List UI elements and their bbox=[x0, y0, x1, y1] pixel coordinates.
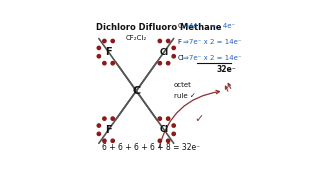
Circle shape bbox=[97, 55, 100, 58]
Text: ⇒7e⁻ x 2 = 14e⁻: ⇒7e⁻ x 2 = 14e⁻ bbox=[183, 39, 242, 45]
Circle shape bbox=[111, 39, 114, 43]
Circle shape bbox=[111, 139, 114, 142]
Circle shape bbox=[172, 55, 175, 58]
Text: rule ✓: rule ✓ bbox=[174, 93, 196, 99]
Circle shape bbox=[111, 117, 114, 120]
Text: Cl: Cl bbox=[178, 55, 185, 61]
Circle shape bbox=[111, 62, 114, 65]
Text: C: C bbox=[178, 23, 185, 29]
FancyArrowPatch shape bbox=[159, 90, 220, 148]
Circle shape bbox=[158, 62, 162, 65]
Circle shape bbox=[166, 117, 170, 120]
Text: F: F bbox=[178, 39, 184, 45]
Text: F: F bbox=[105, 47, 112, 57]
Circle shape bbox=[103, 117, 106, 120]
Text: C: C bbox=[132, 86, 140, 96]
Circle shape bbox=[97, 124, 100, 127]
Circle shape bbox=[166, 39, 170, 43]
Circle shape bbox=[103, 139, 106, 142]
Text: ⇒7e⁻ x 2 = 14e⁻: ⇒7e⁻ x 2 = 14e⁻ bbox=[183, 55, 242, 61]
Circle shape bbox=[97, 132, 100, 136]
Circle shape bbox=[158, 39, 162, 43]
Text: Dichloro Difluoro Methane: Dichloro Difluoro Methane bbox=[96, 23, 221, 32]
Text: ✓: ✓ bbox=[195, 114, 204, 124]
Text: CF₂Cl₂: CF₂Cl₂ bbox=[125, 35, 147, 41]
Circle shape bbox=[158, 139, 162, 142]
Circle shape bbox=[172, 46, 175, 50]
Text: 6 + 6 + 6 + 6 + 8 = 32e⁻: 6 + 6 + 6 + 6 + 8 = 32e⁻ bbox=[102, 143, 200, 152]
Circle shape bbox=[166, 62, 170, 65]
Text: octet: octet bbox=[174, 82, 192, 88]
Text: Cl: Cl bbox=[159, 48, 169, 57]
Text: 32e⁻: 32e⁻ bbox=[217, 65, 236, 74]
Circle shape bbox=[158, 117, 162, 120]
Text: F: F bbox=[105, 125, 112, 135]
Circle shape bbox=[103, 39, 106, 43]
Circle shape bbox=[172, 132, 175, 136]
Circle shape bbox=[166, 139, 170, 142]
Text: Cl: Cl bbox=[159, 125, 169, 134]
Circle shape bbox=[172, 124, 175, 127]
Text: ⇒4e⁻    =   4e⁻: ⇒4e⁻ = 4e⁻ bbox=[183, 23, 235, 29]
Circle shape bbox=[103, 62, 106, 65]
Circle shape bbox=[97, 46, 100, 50]
